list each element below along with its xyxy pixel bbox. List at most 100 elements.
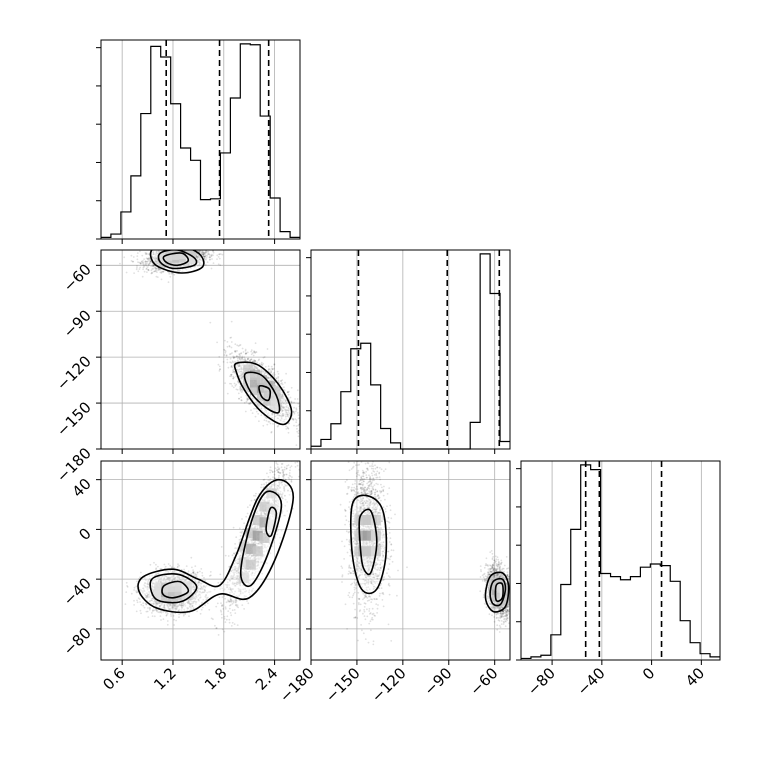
sample-point — [292, 410, 295, 413]
sample-point — [255, 365, 258, 368]
sample-point — [180, 247, 182, 249]
sample-point — [225, 354, 228, 356]
sample-point — [165, 614, 168, 616]
sample-point — [208, 246, 210, 248]
sample-point — [199, 248, 201, 250]
sample-point — [204, 255, 207, 258]
sample-point — [204, 604, 207, 607]
sample-point — [137, 270, 140, 273]
sample-point — [282, 406, 285, 409]
sample-point — [223, 354, 226, 356]
sample-point — [178, 616, 180, 618]
sample-point — [142, 268, 145, 271]
sample-point — [185, 246, 187, 248]
sample-point — [187, 570, 190, 573]
sample-point — [245, 400, 248, 403]
sample-point — [151, 615, 154, 617]
sample-point — [156, 252, 159, 255]
sample-point — [125, 271, 128, 274]
sample-point — [209, 258, 211, 261]
sample-point — [226, 361, 229, 364]
sample-point — [162, 270, 165, 273]
sample-point — [293, 411, 295, 414]
sample-point — [196, 257, 199, 260]
sample-point — [151, 271, 153, 274]
sample-point — [171, 246, 173, 248]
sample-point — [236, 380, 239, 383]
sample-point — [216, 254, 219, 257]
sample-point — [212, 250, 215, 253]
sample-point — [163, 246, 165, 248]
sample-point — [185, 246, 187, 248]
sample-point — [150, 272, 153, 275]
sample-point — [147, 269, 150, 271]
sample-point — [179, 269, 182, 272]
sample-point — [178, 247, 180, 249]
sample-point — [203, 255, 206, 258]
sample-point — [241, 355, 244, 358]
sample-point — [191, 248, 193, 250]
sample-point — [198, 256, 201, 258]
sample-point — [204, 245, 206, 247]
sample-point — [218, 365, 221, 368]
sample-point — [145, 252, 148, 255]
sample-point — [198, 246, 200, 248]
sample-point — [232, 386, 235, 389]
sample-point — [130, 260, 133, 262]
sample-point — [280, 383, 282, 385]
sample-point — [144, 252, 147, 254]
sample-point — [297, 435, 300, 438]
sample-point — [173, 624, 176, 626]
sample-point — [238, 364, 241, 366]
sample-point — [151, 256, 154, 259]
sample-point — [210, 248, 212, 250]
sample-point — [178, 248, 180, 250]
sample-point — [182, 614, 185, 617]
sample-point — [231, 352, 233, 354]
sample-point — [243, 356, 246, 358]
sample-point — [230, 320, 233, 323]
sample-point — [181, 247, 183, 249]
sample-point — [141, 260, 143, 263]
sample-point — [162, 270, 165, 273]
sample-point — [228, 345, 231, 347]
sample-point — [176, 269, 179, 272]
sample-point — [238, 353, 241, 355]
sample-point — [172, 265, 175, 268]
sample-point — [139, 262, 142, 265]
sample-point — [150, 269, 153, 272]
sample-point — [209, 571, 212, 573]
sample-point — [155, 254, 157, 257]
sample-point — [146, 257, 149, 260]
sample-point — [206, 255, 209, 257]
sample-point — [198, 261, 201, 264]
sample-point — [254, 415, 257, 418]
sample-point — [230, 366, 233, 369]
sample-point — [167, 563, 170, 565]
sample-point — [297, 414, 300, 417]
sample-point — [246, 351, 249, 354]
sample-point — [207, 252, 210, 255]
sample-point — [177, 248, 179, 250]
sample-point — [239, 356, 242, 358]
sample-point — [256, 361, 258, 364]
sample-point — [200, 246, 202, 248]
sample-point — [202, 253, 205, 256]
sample-point — [147, 269, 150, 272]
sample-point — [141, 254, 144, 257]
sample-point — [136, 252, 139, 255]
sample-point — [217, 263, 220, 266]
sample-point — [202, 253, 205, 256]
sample-point — [272, 423, 274, 425]
sample-point — [197, 254, 200, 257]
sample-point — [155, 260, 157, 263]
sample-point — [273, 363, 276, 366]
sample-point — [284, 410, 287, 412]
sample-point — [194, 246, 196, 248]
sample-point — [173, 266, 175, 268]
sample-point — [201, 245, 203, 247]
sample-point — [199, 245, 201, 247]
sample-point — [224, 351, 227, 354]
sample-point — [179, 265, 182, 268]
sample-point — [138, 268, 141, 270]
